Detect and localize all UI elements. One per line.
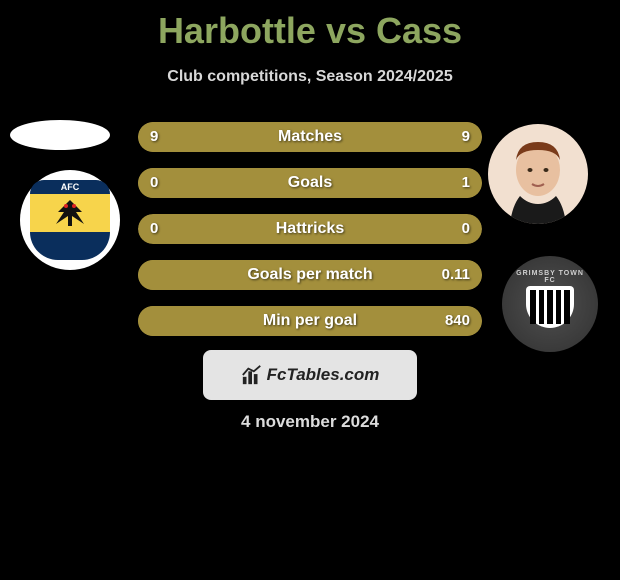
player-face-icon [498,134,578,224]
subtitle-text: Club competitions, Season 2024/2025 [0,68,620,86]
page-title: Harbottle vs Cass [0,0,620,52]
player-left-crest: AFC [20,170,120,270]
afc-wimbledon-crest-icon: AFC [30,180,110,260]
player-right-crest: GRIMSBY TOWN FC [502,256,598,352]
stat-label: Hattricks [138,214,482,244]
stat-row: 0.11Goals per match [138,260,482,290]
stat-label: Min per goal [138,306,482,336]
player-right-photo [488,124,588,224]
date-text: 4 november 2024 [0,412,620,432]
stat-row: 01Goals [138,168,482,198]
grimsby-town-crest-icon: GRIMSBY TOWN FC [514,268,586,340]
stat-label: Goals per match [138,260,482,290]
stat-row: 00Hattricks [138,214,482,244]
crest-top-label: AFC [30,180,110,194]
stats-container: 99Matches 01Goals 00Hattricks 0.11Goals per… [138,122,482,352]
player-left-photo [10,120,110,150]
brand-text: FcTables.com [267,365,380,385]
bar-chart-icon [241,364,263,386]
stat-label: Matches [138,122,482,152]
crest-arc-label: GRIMSBY TOWN FC [514,270,586,284]
eagle-icon [52,198,88,228]
brand-box[interactable]: FcTables.com [203,350,417,400]
stat-label: Goals [138,168,482,198]
stat-row: 840Min per goal [138,306,482,336]
stat-row: 99Matches [138,122,482,152]
